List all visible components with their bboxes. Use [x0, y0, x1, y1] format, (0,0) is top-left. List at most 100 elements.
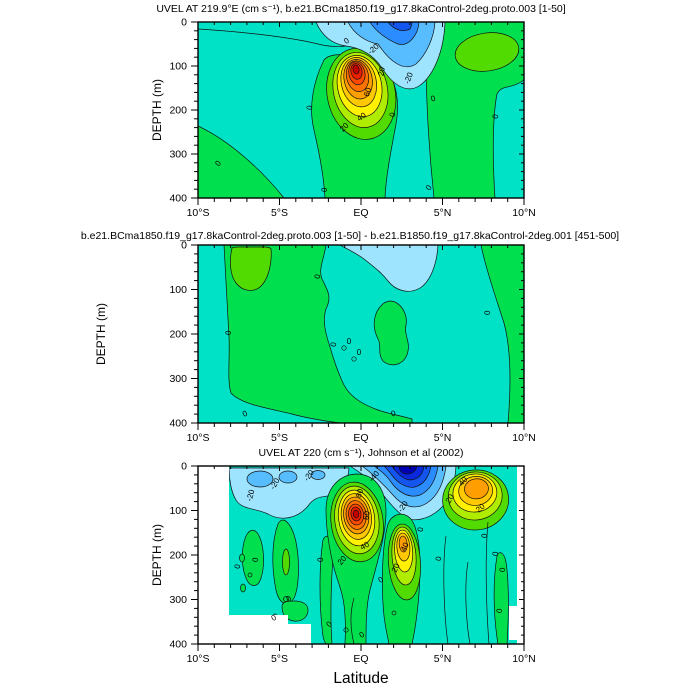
panel1-frame [197, 21, 525, 199]
green-column-east [493, 552, 509, 644]
x-tick-label: 10°N [512, 432, 535, 444]
tiny-zero-contour [247, 572, 253, 578]
contour-label: 0 [316, 557, 325, 563]
contour-label: 0 [213, 158, 223, 168]
y-tick-label: 200 [169, 550, 187, 562]
sec-north-core [398, 466, 418, 475]
x-tick-label: 5°N [434, 432, 452, 444]
subsurface-jet-rings [387, 523, 421, 601]
y-tick-label: 200 [169, 329, 187, 341]
y-tick-label: 0 [181, 17, 187, 29]
tiny-zero-contour [391, 610, 397, 616]
sec-south-core [310, 470, 326, 480]
contour-label: 60 [361, 510, 372, 521]
jet-ring-50 [398, 535, 408, 553]
contour-label: 0 [329, 341, 339, 347]
x-tick-label: 5°S [271, 432, 288, 444]
contour-label: 0 [483, 310, 492, 316]
x-tick-label: EQ [353, 432, 368, 444]
contour-label: 0 [377, 575, 386, 585]
panel2-field [198, 245, 524, 423]
south-jet-core [282, 548, 290, 576]
positive-patch-southwest [230, 246, 272, 291]
sec-south-core [246, 470, 274, 488]
contour-label: 0 [357, 348, 362, 357]
contour-label: 0 [495, 608, 504, 614]
y-tick-label: 100 [169, 505, 187, 517]
green-speck [239, 553, 245, 563]
contour-label: 0 [270, 613, 279, 623]
y-tick-label: 0 [181, 461, 187, 473]
zero-contour-line [443, 535, 449, 644]
euc-ring-90 [352, 64, 360, 75]
contour-label: 0 [416, 526, 426, 532]
sec-south-core [278, 470, 298, 484]
contour-label: 0 [233, 563, 243, 569]
contour-label: 0 [430, 93, 438, 103]
x-tick-label: 10°S [187, 653, 210, 665]
x-tick-label: EQ [353, 653, 368, 665]
panel3-frame [197, 465, 525, 645]
contour-label: 60 [362, 86, 374, 98]
x-tick-label: 10°S [187, 207, 210, 219]
x-tick-label: EQ [353, 207, 368, 219]
positive-difference-region [223, 245, 413, 423]
y-tick-label: 300 [169, 373, 187, 385]
contour-label: 0 [224, 330, 233, 336]
contour-label: 0 [313, 273, 323, 279]
y-tick-label: 100 [169, 61, 187, 73]
contour-label: 0 [241, 408, 249, 418]
panel3-title: UVEL AT 220 (cm s⁻¹), Johnson et al (200… [258, 447, 464, 459]
y-tick-label: 400 [169, 639, 187, 651]
tiny-zero-contour [351, 356, 357, 362]
green-patch-step [281, 600, 309, 622]
no-data-notch [509, 606, 517, 640]
panel3-contour-plot: -20-20-20 -40-202040608020204020400000000… [169, 461, 535, 666]
south-jet-column-1 [241, 529, 264, 586]
contour-label: 0 [358, 630, 367, 640]
panel2-axes-ticks: 10°S 5°S EQ 5°N 10°N 0 100 200 300 400 [169, 240, 535, 445]
contour-label: 0 [498, 567, 507, 573]
eastward-patch-northeast [454, 32, 520, 72]
contour-label: 0 [491, 551, 500, 557]
zero-contour-line [485, 521, 490, 644]
x-tick-label: 10°N [512, 653, 535, 665]
contour-label: 0 [390, 409, 397, 419]
x-tick-label: 5°S [271, 653, 288, 665]
tiny-zero-contour [341, 345, 347, 351]
positive-strip-east [480, 245, 524, 423]
zero-contour-line [350, 597, 355, 644]
y-tick-label: 200 [169, 105, 187, 117]
panel2-title: b.e21.BCma1850.f19_g17.8kaControl-2deg.p… [80, 230, 620, 242]
x-tick-label: 10°S [187, 432, 210, 444]
contour-label: 0 [347, 337, 352, 346]
contour-label: 0 [388, 111, 398, 117]
panel1-ylabel: DEPTH (m) [150, 79, 164, 141]
contour-label: 0 [324, 619, 334, 629]
zero-contour-surface [198, 28, 347, 47]
x-tick-label: 5°N [434, 207, 452, 219]
y-tick-label: 400 [169, 193, 187, 205]
negative-patch-north [339, 245, 439, 292]
tiny-zero-contour [283, 596, 289, 602]
y-tick-label: 0 [181, 240, 187, 252]
contour-label: 0 [342, 36, 351, 46]
y-tick-label: 100 [169, 284, 187, 296]
x-axis-title: Latitude [333, 670, 389, 687]
euc-rings [330, 481, 384, 563]
x-tick-label: 10°N [512, 207, 535, 219]
tiny-zero-contour [343, 627, 349, 633]
green-speck [240, 583, 246, 593]
contour-label: 0 [251, 557, 260, 563]
contour-label: 40 [399, 541, 411, 553]
necc-rings [442, 469, 509, 531]
contour-label: 0 [434, 555, 444, 561]
panel1-title: UVEL AT 219.9°E (cm s⁻¹), b.e21.BCma1850… [156, 3, 566, 15]
y-tick-label: 400 [169, 418, 187, 430]
contour-label: 0 [305, 104, 315, 110]
y-tick-label: 300 [169, 149, 187, 161]
zero-contour-loop [373, 300, 409, 366]
